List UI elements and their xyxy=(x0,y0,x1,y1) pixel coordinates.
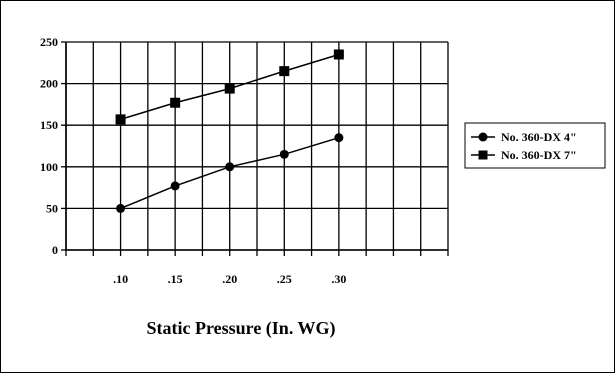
legend: No. 360-DX 4" No. 360-DX 7" xyxy=(464,122,606,169)
x-tick-label: .10 xyxy=(113,272,128,286)
y-tick-label: 0 xyxy=(52,243,58,257)
y-tick-label: 100 xyxy=(40,160,58,174)
x-tick-label: .25 xyxy=(277,272,292,286)
y-tick-label: 200 xyxy=(40,77,58,91)
legend-marker-square xyxy=(478,150,488,160)
y-tick-label: 250 xyxy=(40,35,58,49)
data-point-square xyxy=(170,97,181,108)
data-point-circle xyxy=(225,162,235,172)
x-tick-label: .30 xyxy=(331,272,346,286)
data-point-square xyxy=(333,49,344,60)
y-tick-label: 50 xyxy=(46,201,58,215)
data-point-circle xyxy=(116,203,126,213)
grid-layer xyxy=(65,41,449,251)
legend-label-series-2: No. 360-DX 7" xyxy=(501,148,577,162)
y-tick-label: 150 xyxy=(40,118,58,132)
data-point-circle xyxy=(170,181,180,191)
legend-box xyxy=(464,122,606,169)
data-point-circle xyxy=(279,149,289,159)
legend-entry-series-1: No. 360-DX 4" xyxy=(471,130,577,144)
data-point-square xyxy=(115,114,126,125)
data-point-square xyxy=(224,83,235,94)
axes: 0 50 100 150 200 250 .10 .15 .20 .25 .30 xyxy=(40,35,449,286)
series-layer xyxy=(115,49,344,213)
legend-label-series-1: No. 360-DX 4" xyxy=(501,130,577,144)
x-axis-label: Static Pressure (In. WG) xyxy=(147,318,336,339)
data-point-circle xyxy=(334,133,344,143)
x-tick-label: .20 xyxy=(222,272,237,286)
data-point-square xyxy=(279,66,290,77)
x-tick-label: .15 xyxy=(168,272,183,286)
legend-marker-circle xyxy=(478,132,488,142)
legend-entry-series-2: No. 360-DX 7" xyxy=(471,148,577,162)
